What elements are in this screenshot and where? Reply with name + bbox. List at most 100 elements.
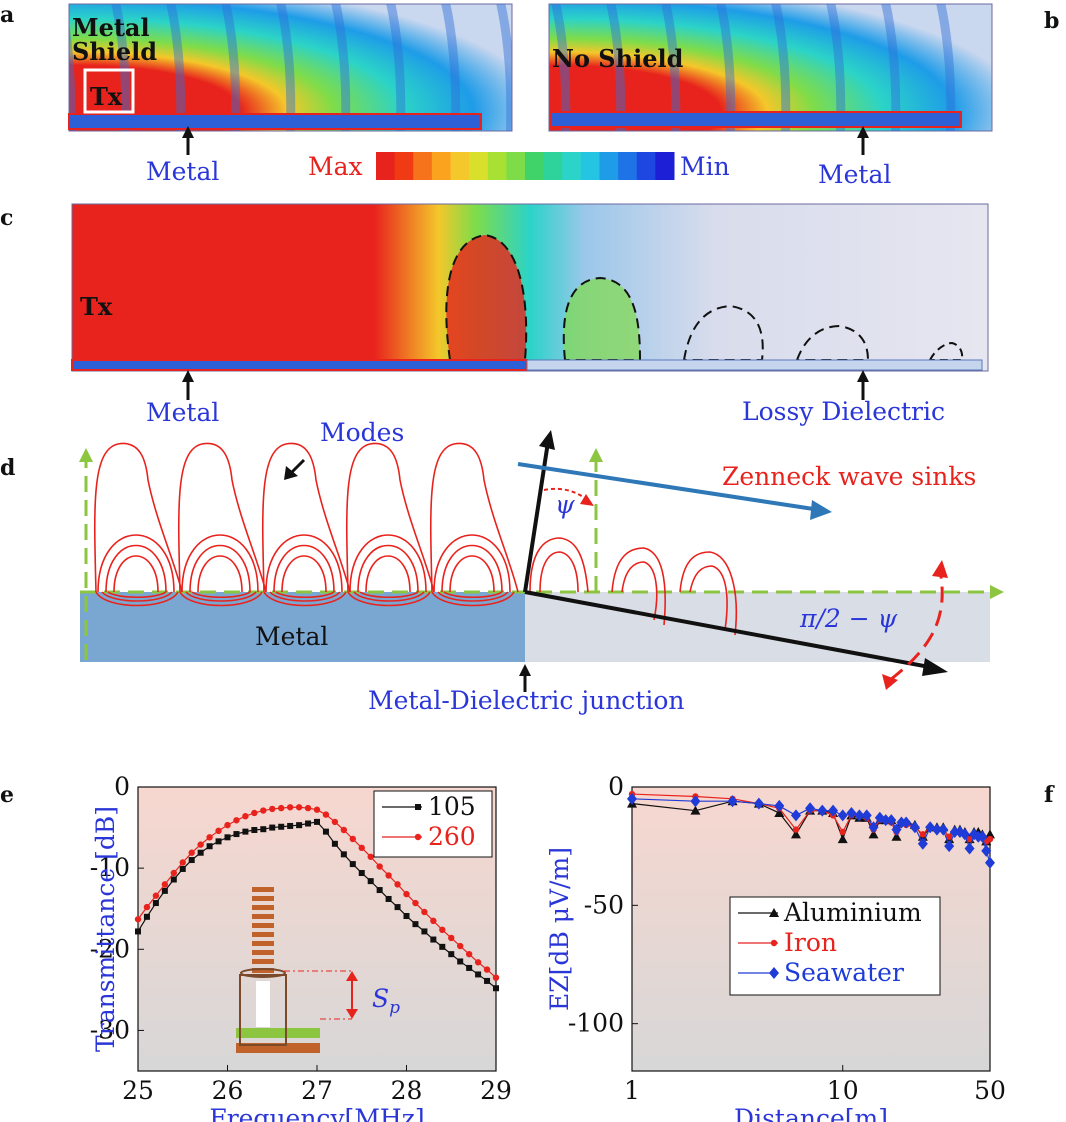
- scale-swatch: [618, 152, 638, 180]
- chart-e: 25 26 27 28 29 0 -10 -20 -30 Frequency[MHz] Transm…: [90, 772, 512, 1122]
- legend-marker: [769, 967, 779, 979]
- y-tick-label: -100: [568, 1009, 624, 1038]
- mode-bottom: [443, 591, 503, 599]
- data-point-seawater: [938, 823, 949, 836]
- y-tick-label: -30: [90, 1015, 130, 1044]
- data-point-105: [206, 843, 213, 850]
- spacing-label: Sp: [372, 984, 400, 1018]
- data-point-105: [215, 838, 222, 845]
- data-point-105: [251, 827, 258, 834]
- mode-bottom: [95, 591, 179, 607]
- coil-turn: [252, 905, 274, 910]
- data-point-260: [233, 817, 240, 824]
- data-point-seawater: [854, 809, 865, 822]
- data-point-105: [376, 887, 383, 894]
- data-point-105: [412, 921, 419, 928]
- data-point-105: [340, 851, 347, 858]
- data-point-105: [260, 826, 267, 833]
- mode-bottom: [179, 591, 263, 607]
- data-point-260: [394, 881, 401, 888]
- coil-turn: [252, 896, 274, 901]
- data-point-260: [430, 917, 437, 925]
- mode-arc: [113, 555, 159, 593]
- data-point-260: [260, 807, 267, 814]
- scale-swatch: [376, 152, 396, 180]
- data-point-260: [322, 811, 330, 818]
- data-point-260: [403, 890, 410, 898]
- data-point-seawater: [805, 802, 816, 815]
- data-point-105: [331, 840, 338, 847]
- mode-arc: [281, 555, 327, 593]
- data-point-seawater: [861, 809, 872, 822]
- mode-arc: [273, 544, 335, 593]
- panel-letter-b: b: [1044, 8, 1060, 34]
- mode-outer: [93, 442, 149, 593]
- x-tick-label: 10: [827, 1076, 859, 1105]
- data-point-105: [314, 818, 320, 825]
- data-point-105: [421, 928, 428, 935]
- data-point-seawater: [944, 840, 955, 853]
- data-point-105: [242, 828, 249, 835]
- mode-outer: [261, 442, 317, 593]
- data-point-260: [367, 853, 374, 860]
- label-metal-d: Metal: [255, 622, 329, 651]
- data-point-seawater: [880, 814, 891, 827]
- data-point-105: [233, 831, 240, 838]
- data-point-260: [188, 849, 195, 856]
- metal-strip-left: [68, 113, 482, 130]
- x-tick-label: 27: [301, 1076, 333, 1105]
- data-point-aluminium: [891, 831, 902, 841]
- data-point-105: [475, 971, 482, 978]
- data-point-105: [403, 913, 410, 920]
- coil-turn: [252, 923, 274, 928]
- scale-swatch: [599, 152, 619, 180]
- panel-letter-a: a: [0, 2, 15, 28]
- mode-bottom: [101, 591, 173, 602]
- data-point-260: [161, 881, 169, 888]
- scale-min-label: Min: [680, 152, 730, 181]
- data-point-seawater: [753, 797, 764, 810]
- coil-frame: [239, 974, 287, 1046]
- dielectric-strip-c: [526, 359, 983, 371]
- y-tick-label: -50: [584, 890, 624, 919]
- data-point-260: [457, 942, 464, 950]
- data-point-seawater: [727, 795, 738, 808]
- data-point-105: [278, 823, 285, 830]
- x-tick-label: 50: [974, 1076, 1006, 1105]
- coil-turn: [252, 950, 274, 955]
- data-point-aluminium: [837, 834, 848, 844]
- data-point-260: [206, 834, 213, 841]
- data-point-seawater: [846, 807, 857, 820]
- mode-bottom: [185, 591, 257, 602]
- mode-arc: [197, 555, 243, 593]
- data-point-seawater: [909, 821, 920, 834]
- data-point-260: [134, 916, 142, 923]
- legend-marker: [769, 908, 779, 917]
- refracted-arrow: [524, 590, 936, 670]
- data-point-105: [358, 870, 365, 877]
- data-point-105: [287, 822, 294, 829]
- data-point-seawater: [891, 823, 902, 836]
- mode-bottom: [359, 591, 419, 599]
- data-point-260: [215, 827, 222, 835]
- y-tick-label: -20: [90, 934, 130, 963]
- data-point-105: [224, 834, 231, 841]
- mode-arc: [265, 534, 343, 593]
- legend-label: 260: [428, 822, 476, 851]
- data-point-seawater: [981, 844, 992, 857]
- sink-outline-5: [928, 341, 964, 361]
- data-point-seawater: [977, 830, 988, 843]
- mode-bottom: [431, 591, 515, 607]
- data-point-iron: [945, 833, 953, 840]
- x-tick-label: 29: [480, 1076, 512, 1105]
- sink-outline-1: [445, 233, 528, 361]
- data-point-260: [439, 926, 446, 934]
- metal-strip-c: [71, 359, 528, 371]
- scale-swatch: [469, 152, 489, 180]
- scale-swatch: [562, 152, 582, 180]
- y-tick-label: -10: [90, 853, 130, 882]
- data-point-260: [269, 805, 276, 813]
- data-point-aluminium: [774, 808, 785, 818]
- panel-letter-d: d: [0, 455, 16, 481]
- mode-outer: [429, 442, 485, 593]
